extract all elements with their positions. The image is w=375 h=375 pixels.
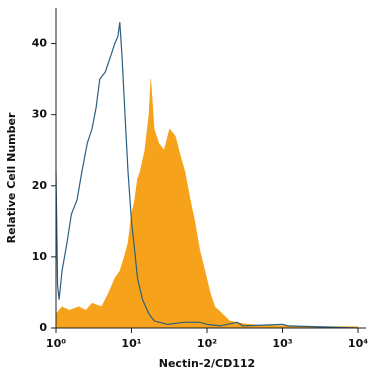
y-tick-label: 10 xyxy=(32,250,48,263)
outline-histogram xyxy=(55,22,359,329)
y-tick-label: 30 xyxy=(32,108,48,121)
x-tick-label: 10³ xyxy=(272,337,292,350)
x-tick-label: 10¹ xyxy=(121,337,141,350)
y-tick-label: 40 xyxy=(32,37,48,50)
y-tick-label: 20 xyxy=(32,179,48,192)
x-tick-label: 10⁴ xyxy=(348,337,368,350)
y-axis-label: Relative Cell Number xyxy=(5,112,18,243)
x-axis-label: Nectin-2/CD112 xyxy=(159,357,255,370)
x-tick-label: 10² xyxy=(197,337,217,350)
x-tick-label: 10⁰ xyxy=(46,337,66,350)
filled-histogram xyxy=(55,79,359,329)
y-tick-label: 0 xyxy=(39,321,47,334)
